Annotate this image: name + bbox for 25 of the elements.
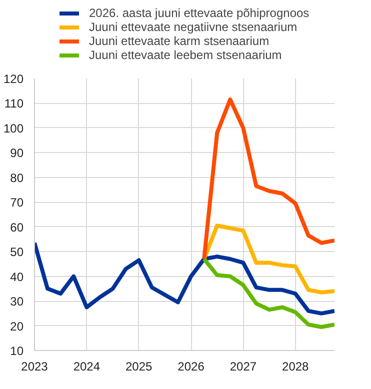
x-tick-label: 2026 (178, 360, 205, 374)
legend-label: Juuni ettevaate karm stsenaarium (89, 34, 270, 48)
x-tick-label: 2023 (21, 360, 48, 374)
line-series (202, 257, 334, 330)
y-tick-label: 110 (4, 96, 24, 111)
y-tick-label: 90 (10, 146, 24, 160)
legend-label: 2026. aasta juuni ettevaate põhiprognoos (89, 6, 310, 20)
line-series (202, 98, 334, 262)
x-tick-label: 2027 (230, 360, 257, 374)
y-tick-label: 20 (10, 319, 24, 334)
legend-label: Juuni ettevaate negatiivne stsenaarium (89, 20, 298, 34)
y-tick-label: 80 (10, 170, 24, 185)
y-tick-label: 120 (3, 72, 24, 86)
y-tick-label: 30 (10, 294, 24, 309)
x-tick-label: 2028 (282, 360, 310, 374)
x-tick-label: 2024 (73, 360, 100, 374)
y-tick-label: 50 (10, 245, 24, 260)
y-tick-label: 60 (10, 220, 24, 234)
y-tick-label: 70 (10, 196, 24, 210)
y-tick-label: 40 (10, 270, 24, 284)
y-tick-label: 100 (3, 121, 24, 136)
legend-label: Juuni ettevaate leebem stsenaarium (89, 48, 282, 62)
x-tick-label: 2025 (126, 360, 153, 374)
line-series (34, 240, 334, 316)
y-tick-label: 10 (10, 344, 24, 358)
